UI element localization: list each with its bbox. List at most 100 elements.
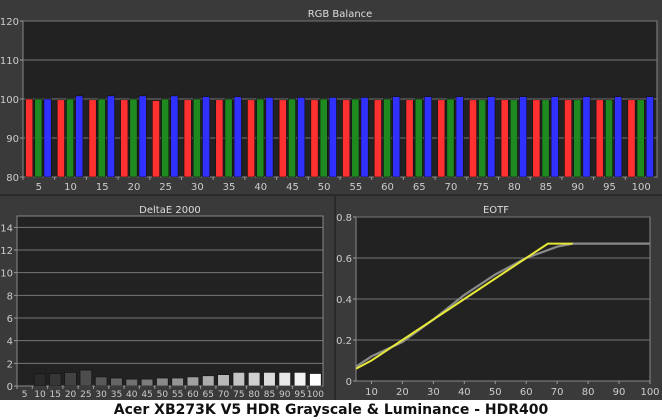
eotf-xtick-label: 90 [613, 387, 626, 398]
blue-bar [328, 97, 337, 178]
red-bar [247, 99, 256, 178]
rgb-xtick-label: 35 [223, 182, 236, 193]
deltae-xtick-label: 20 [65, 390, 77, 400]
red-bar [500, 99, 509, 178]
deltae-xtick-label: 70 [218, 390, 230, 400]
blue-bar [75, 95, 84, 178]
deltae-bar [217, 374, 230, 387]
deltae-bar [278, 372, 291, 387]
deltae-bar [79, 369, 92, 387]
red-bar [88, 99, 97, 178]
rgb-xtick-label: 20 [128, 182, 141, 193]
green-bar [192, 98, 201, 178]
rgb-ytick-label: 90 [6, 134, 19, 145]
deltae-bar [202, 375, 215, 387]
deltae-ytick-label: 10 [0, 269, 13, 280]
green-bar [605, 99, 613, 178]
rgb-xtick-label: 100 [632, 182, 651, 193]
blue-bar [392, 96, 401, 178]
blue-bar [107, 95, 115, 178]
deltae-plot-area [16, 215, 324, 387]
blue-bar [265, 97, 274, 178]
charts-svg: RGB Balance DeltaE 2000 EOTF 80 90 100 110 1… [0, 0, 662, 400]
deltae-xtick-label: 65 [203, 390, 214, 400]
blue-bar [455, 96, 464, 178]
blue-bar [550, 96, 559, 178]
blue-bar [43, 98, 52, 178]
deltae-bar [110, 377, 123, 387]
rgb-ytick-label: 110 [0, 56, 19, 67]
blue-bar [233, 96, 242, 178]
eotf-xtick-label: 40 [458, 387, 471, 398]
blue-bar [170, 95, 179, 178]
deltae-bar [293, 372, 307, 387]
green-bar [478, 99, 487, 178]
deltae-xtick-label: 85 [264, 390, 275, 400]
deltae-bar [49, 373, 62, 387]
green-bar [319, 98, 328, 178]
blue-bar [202, 96, 211, 178]
deltae-xtick-label: 10 [34, 390, 46, 400]
rgb-xtick-label: 60 [381, 182, 394, 193]
rgb-xtick-label: 65 [413, 182, 426, 193]
caption: Acer XB273K V5 HDR Grayscale & Luminance… [0, 400, 662, 420]
deltae-ytick-label: 2 [7, 359, 13, 370]
eotf-title: EOTF [483, 205, 509, 216]
eotf-xtick-label: 50 [489, 387, 502, 398]
red-bar [56, 99, 65, 178]
green-bar [414, 98, 423, 178]
deltae-bar [125, 378, 138, 387]
eotf-xtick-label: 100 [640, 387, 659, 398]
deltae-ytick-label: 12 [0, 246, 13, 257]
divider [0, 194, 662, 196]
deltae-title: DeltaE 2000 [139, 205, 201, 216]
green-bar [351, 98, 360, 178]
rgb-balance-title: RGB Balance [308, 9, 373, 20]
deltae-xtick-label: 30 [95, 390, 107, 400]
deltae-xtick-label: 25 [80, 390, 91, 400]
red-bar [595, 99, 604, 178]
red-bar [310, 99, 319, 178]
red-bar [120, 99, 129, 178]
rgb-xtick-label: 90 [571, 182, 584, 193]
rgb-xtick-label: 15 [96, 182, 109, 193]
rgb-ytick-label: 80 [6, 173, 19, 184]
deltae-bar [140, 378, 154, 387]
red-bar [405, 99, 414, 178]
rgb-xtick-label: 30 [191, 182, 204, 193]
red-bar [183, 99, 192, 178]
green-bar [34, 98, 43, 178]
divider [334, 196, 336, 400]
rgb-xtick-label: 85 [540, 182, 553, 193]
rgb-xtick-label: 80 [508, 182, 521, 193]
deltae-bar [64, 372, 77, 387]
eotf-xtick-label: 60 [520, 387, 533, 398]
deltae-xtick-label: 100 [307, 390, 324, 400]
red-bar [564, 99, 573, 178]
green-bar [509, 99, 518, 178]
green-bar [256, 98, 265, 178]
blue-bar [582, 96, 591, 178]
deltae-xtick-label: 95 [294, 390, 305, 400]
blue-bar [297, 97, 306, 178]
deltae-ytick-label: 8 [7, 291, 13, 302]
deltae-bar [232, 372, 245, 387]
eotf-xtick-label: 10 [365, 387, 378, 398]
deltae-ytick-label: 4 [7, 337, 13, 348]
deltae-ytick-label: 14 [0, 223, 13, 234]
deltae-xtick-label: 90 [279, 390, 291, 400]
blue-bar [614, 96, 623, 178]
red-bar [373, 99, 382, 178]
eotf-ytick-label: 0.8 [336, 213, 352, 224]
rgb-xtick-label: 10 [64, 182, 77, 193]
deltae-xtick-label: 80 [248, 390, 260, 400]
deltae-xtick-label: 60 [187, 390, 199, 400]
rgb-xtick-label: 40 [254, 182, 267, 193]
eotf-ytick-label: 0.6 [336, 254, 352, 265]
rgb-ytick-label: 100 [0, 95, 19, 106]
eotf-ytick-label: 0.4 [336, 295, 352, 306]
green-bar [224, 98, 233, 178]
green-bar [541, 99, 550, 178]
deltae-xtick-label: 75 [233, 390, 244, 400]
